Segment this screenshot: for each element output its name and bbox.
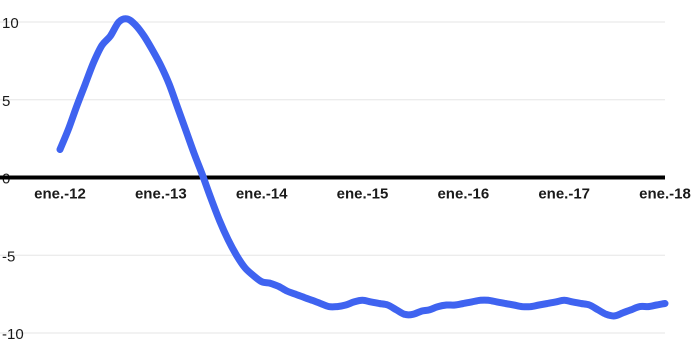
x-tick-label: ene.-12 (34, 186, 86, 203)
y-tick-label: -10 (2, 326, 24, 341)
series-line (56, 15, 669, 320)
x-tick-label: ene.-18 (639, 186, 691, 203)
y-tick-label: 5 (2, 93, 10, 110)
x-tick-label: ene.-16 (437, 186, 489, 203)
x-tick-label: ene.-14 (236, 186, 288, 203)
y-tick-label: 10 (2, 15, 19, 32)
x-tick-label: ene.-13 (135, 186, 187, 203)
x-tick-label: ene.-15 (337, 186, 389, 203)
gridlines (0, 21, 665, 334)
y-tick-label: -5 (2, 248, 15, 265)
x-tick-label: ene.-17 (538, 186, 590, 203)
x-axis-tick-labels: ene.-12 ene.-13 ene.-14 ene.-15 ene.-16 ene.-… (34, 186, 691, 203)
